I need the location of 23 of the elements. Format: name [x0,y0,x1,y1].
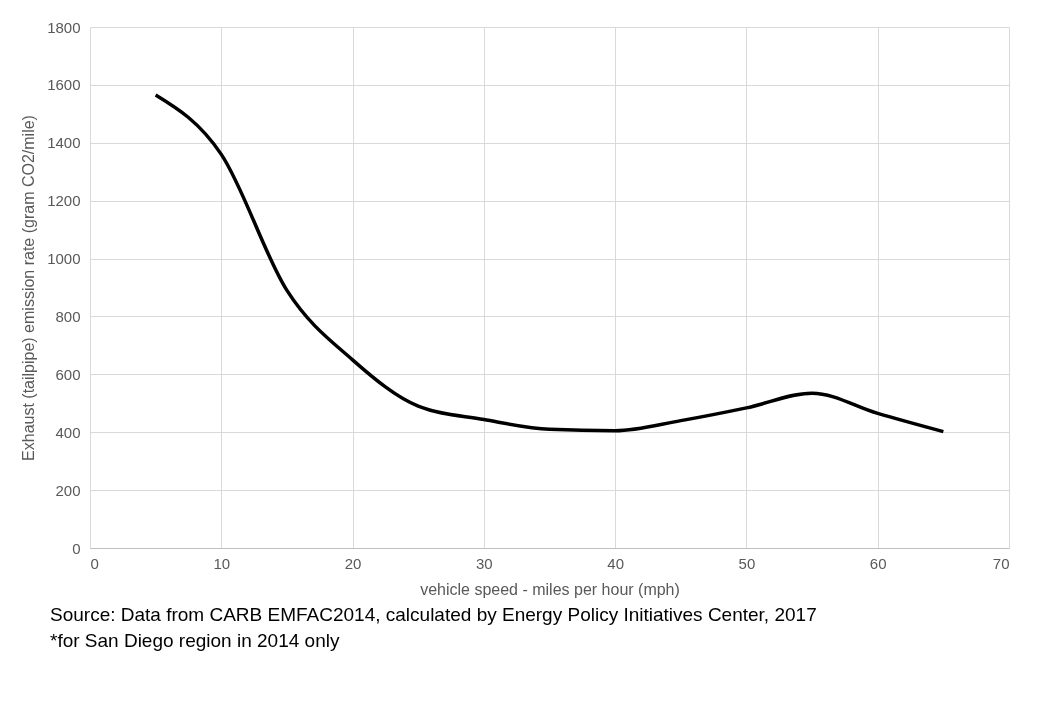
source-note: Source: Data from CARB EMFAC2014, calculated by Energy Policy Initiatives Center, 2017 [50,603,818,627]
x-axis-title: vehicle speed - miles per hour (mph) [420,580,680,598]
y-tick-label: 1600 [47,76,81,94]
line-series [153,93,946,434]
x-tick-label: 70 [992,554,1010,572]
x-tick-label: 50 [738,554,756,572]
x-tick-label: 0 [90,554,99,572]
x-tick-label: 20 [344,554,362,572]
x-tick-label: 30 [476,554,493,572]
y-tick-label: 0 [72,539,81,557]
x-tick-label: 40 [607,554,624,572]
y-axis-title: Exhaust (tailpipe) emission rate (gram CO2/mile) [20,115,38,461]
y-tick-label: 800 [55,307,81,325]
text: *for San Diego region in 2014 only [50,629,341,653]
x-tick-label: 60 [869,554,887,572]
y-tick-label: 400 [55,423,81,441]
y-tick-label: 600 [55,365,81,383]
x-tick-label: 10 [213,554,231,572]
y-tick-label: 1800 [47,18,81,36]
y-tick-label: 200 [55,481,81,499]
y-tick-label: 1200 [47,192,81,210]
y-tick-label: 1000 [47,250,81,268]
y-tick-label: 1400 [47,134,81,152]
